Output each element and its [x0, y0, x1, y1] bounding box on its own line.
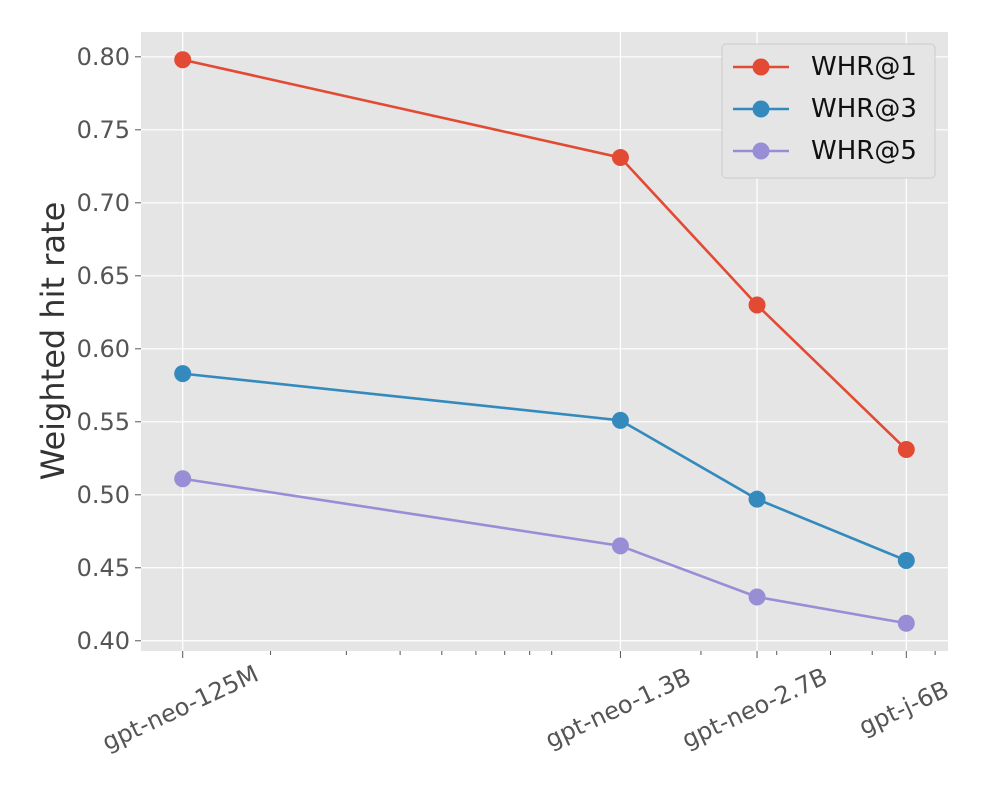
y-tick-label: 0.55: [77, 408, 130, 436]
legend-label: WHR@5: [811, 136, 917, 166]
y-axis-title: Weighted hit rate: [34, 202, 72, 481]
data-point: [897, 551, 915, 569]
x-tick-label: gpt-neo-2.7B: [678, 662, 832, 754]
data-point: [897, 441, 915, 459]
legend-swatch-marker: [752, 142, 770, 160]
data-point: [611, 537, 629, 555]
x-tick-label: gpt-neo-1.3B: [541, 662, 695, 754]
series: [174, 51, 915, 632]
legend-label: WHR@1: [811, 52, 917, 82]
x-tick-label: gpt-j-6B: [855, 675, 953, 741]
y-tick-label: 0.65: [77, 262, 130, 290]
y-tick-labels: 0.40 0.45 0.50 0.55 0.60 0.65 0.70 0.75 0.80: [77, 43, 130, 655]
y-tick-label: 0.70: [77, 189, 130, 217]
series-line-2: [182, 372, 907, 562]
data-point: [611, 411, 629, 429]
x-tick-label: gpt-neo-125M: [98, 660, 263, 757]
data-point: [611, 149, 629, 167]
y-tick-label: 0.80: [77, 43, 130, 71]
legend-swatch-marker: [752, 58, 770, 76]
y-tick-label: 0.60: [77, 335, 130, 363]
data-point: [174, 470, 192, 488]
data-point: [174, 51, 192, 69]
y-tick-label: 0.45: [77, 554, 130, 582]
data-point: [748, 588, 766, 606]
data-point: [897, 614, 915, 632]
y-tick-label: 0.50: [77, 481, 130, 509]
data-point: [174, 365, 192, 383]
data-point: [748, 296, 766, 314]
legend-label: WHR@3: [811, 94, 917, 124]
axis-ticks: [135, 56, 936, 658]
data-point: [748, 490, 766, 508]
legend-swatch-marker: [752, 100, 770, 118]
series-line-3: [182, 477, 907, 625]
legend-box: [721, 43, 936, 179]
y-tick-label: 0.40: [77, 627, 130, 655]
series-line-1: [182, 58, 908, 451]
legend: WHR@1 WHR@3 WHR@5: [721, 43, 936, 179]
y-tick-label: 0.75: [77, 116, 130, 144]
